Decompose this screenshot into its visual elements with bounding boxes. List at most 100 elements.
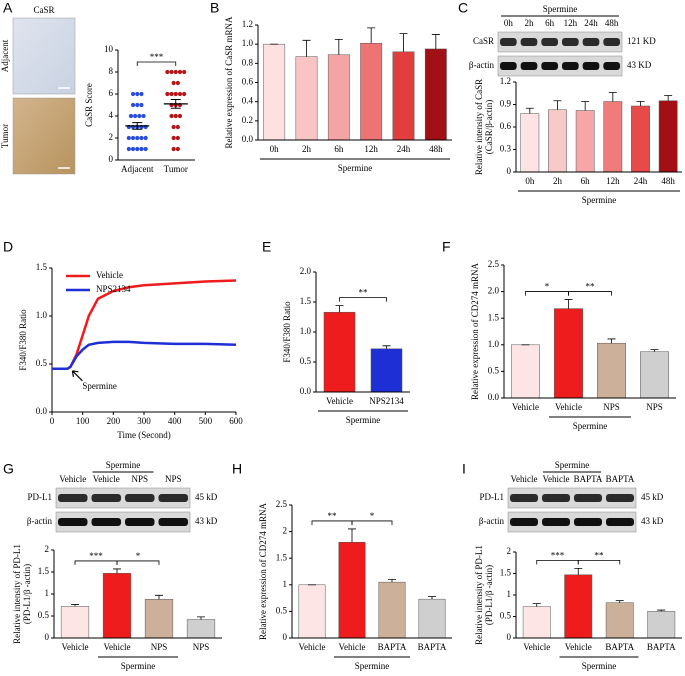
data-point <box>139 146 144 152</box>
blot-band <box>603 38 620 46</box>
bar <box>631 105 650 173</box>
panel-letter: C <box>458 0 468 16</box>
data-point <box>169 113 174 119</box>
blot-band <box>125 518 155 526</box>
significance-label: * <box>545 282 550 292</box>
panel-letter: I <box>462 461 466 477</box>
data-point <box>130 135 136 141</box>
bar <box>605 602 634 639</box>
bar <box>186 619 216 639</box>
line-series <box>52 279 237 371</box>
blot-band <box>500 38 517 46</box>
error-bar <box>553 100 562 110</box>
lane-label: 6h <box>545 18 555 28</box>
bar <box>392 51 415 141</box>
blot-strip <box>55 487 191 509</box>
y-tick-label: 1 <box>45 588 50 598</box>
x-tick-label: Vehicle <box>523 642 550 652</box>
error-bar <box>71 604 79 607</box>
x-tick-label: Vehicle <box>565 642 592 652</box>
panel-letter: B <box>210 0 219 16</box>
y-tick-label: 0.5 <box>276 605 288 615</box>
blot-band <box>520 38 538 46</box>
y-axis-label: Relative intensity of CaSR <box>474 79 484 175</box>
data-point <box>171 135 176 141</box>
blot-size-label: 45 kD <box>195 492 218 502</box>
significance-bracket <box>136 61 177 66</box>
error-bar <box>608 92 617 102</box>
y-axis-label: (PD-L1/β -actin) <box>484 565 494 625</box>
x-tick-label: Adjacent <box>121 164 154 174</box>
y-tick-label: 8 <box>109 66 114 76</box>
significance-bracket <box>525 291 569 296</box>
data-point <box>177 91 183 97</box>
error-bar <box>155 594 163 600</box>
legend-label: NPS2134 <box>96 284 131 294</box>
significance-label: * <box>136 551 141 561</box>
blot-row-label: β-actin <box>479 516 505 526</box>
legend-label: Vehicle <box>96 270 123 280</box>
data-point <box>126 135 131 141</box>
lane-label: Vehicle <box>543 474 570 484</box>
y-tick-label: 2.5 <box>488 259 500 269</box>
panel-letter: F <box>442 239 451 255</box>
x-tick-label: 300 <box>137 416 151 426</box>
y-tick-label: 0.2 <box>242 115 253 125</box>
lane-label: Vehicle <box>511 474 538 484</box>
x-tick-label: 0 <box>50 416 55 426</box>
data-point <box>175 135 180 141</box>
error-bar <box>532 603 541 607</box>
data-point <box>128 113 134 119</box>
bar <box>575 110 595 173</box>
data-point <box>130 102 136 108</box>
group-label: Spermine <box>338 163 373 173</box>
y-axis-label: Relative expression of CD274 mRNA <box>258 503 268 640</box>
x-tick-label: NPS <box>193 642 210 652</box>
significance-label: ** <box>359 288 369 298</box>
group-label: Spermine <box>355 661 390 671</box>
blot-row-label: CaSR <box>473 36 494 46</box>
blot-row-label: PD-L1 <box>28 492 53 502</box>
bar <box>370 348 403 393</box>
y-axis-label: (PD-L1/β -actin) <box>22 564 32 624</box>
x-tick-label: 24h <box>397 144 411 154</box>
y-tick-label: 1.2 <box>500 76 511 86</box>
data-point <box>171 124 176 130</box>
y-tick-label: 1.5 <box>36 262 48 272</box>
y-tick-label: 0.8 <box>242 57 254 67</box>
bar <box>520 113 540 173</box>
y-tick-label: 1.5 <box>488 312 500 322</box>
blot-band <box>606 494 634 502</box>
y-tick-label: 0.5 <box>488 365 500 375</box>
significance-label: ** <box>328 511 338 521</box>
lane-label: BAPTA <box>574 474 603 484</box>
y-tick-label: 6 <box>109 88 114 98</box>
x-tick-label: 24h <box>634 176 648 186</box>
significance-label: *** <box>89 551 103 561</box>
x-tick-label: Vehicle <box>326 396 353 406</box>
data-point <box>173 69 178 75</box>
bar <box>378 581 406 639</box>
y-tick-label: 2 <box>507 546 512 556</box>
bar <box>295 56 318 141</box>
y-tick-label: 1 <box>507 589 512 599</box>
data-point <box>130 146 136 152</box>
blot-row-label: β-actin <box>27 516 53 526</box>
error-bar <box>664 95 673 101</box>
error-bar <box>564 299 573 309</box>
bar <box>418 598 446 639</box>
sem-bar <box>170 99 181 109</box>
blot-band <box>125 494 155 502</box>
x-tick-label: BAPTA <box>605 642 634 652</box>
blot-band <box>510 494 538 502</box>
blot-band <box>541 38 558 46</box>
image-label: Tumor <box>0 124 10 148</box>
bar <box>323 311 356 393</box>
bar <box>548 109 567 173</box>
data-point <box>141 113 146 119</box>
bar <box>327 54 350 141</box>
y-axis-label: CaSR Score <box>84 83 94 127</box>
panel-letter: H <box>232 461 242 477</box>
bar <box>640 351 669 399</box>
data-point <box>175 124 180 130</box>
